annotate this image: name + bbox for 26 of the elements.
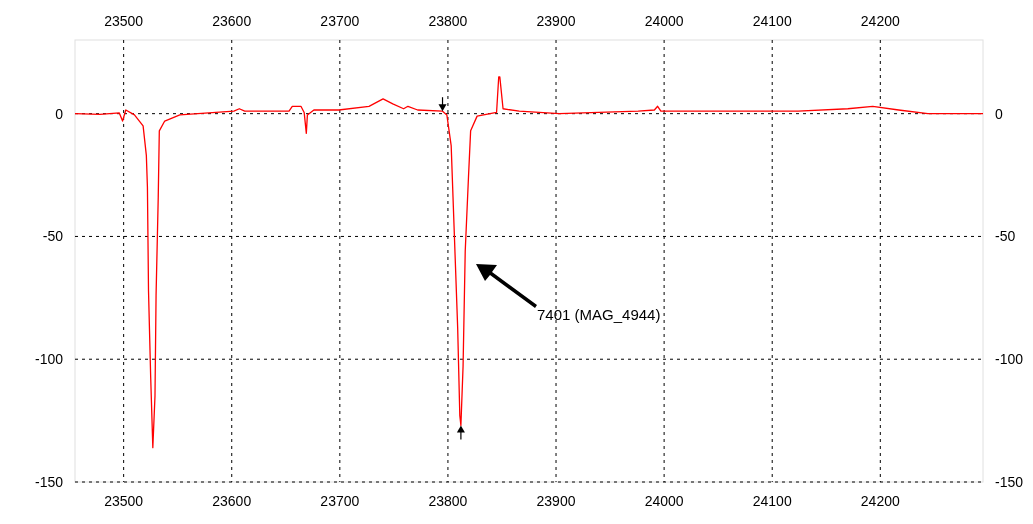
x-tick-label: 23700 bbox=[320, 13, 360, 29]
x2-tick-label: 23700 bbox=[320, 493, 360, 509]
x2-tick-label: 23600 bbox=[212, 493, 252, 509]
x2-tick-label: 24000 bbox=[644, 493, 684, 509]
y2-tick-label: -150 bbox=[995, 473, 1024, 490]
y2-tick-label: -50 bbox=[995, 228, 1016, 245]
x-tick-label: 24200 bbox=[860, 13, 900, 29]
y-tick-label: 0 bbox=[55, 105, 64, 122]
x2-tick-label: 23500 bbox=[104, 493, 144, 509]
x2-tick-label: 24100 bbox=[752, 493, 792, 509]
x2-tick-label: 23900 bbox=[536, 493, 576, 509]
x-tick-label: 23800 bbox=[428, 13, 468, 29]
y2-tick-label: -100 bbox=[995, 351, 1024, 368]
y-tick-label: -100 bbox=[34, 351, 64, 368]
x-tick-label: 23900 bbox=[536, 13, 576, 29]
y-tick-label: -150 bbox=[34, 473, 64, 490]
x2-tick-label: 23800 bbox=[428, 493, 468, 509]
y-tick-label: -50 bbox=[42, 228, 64, 245]
x2-tick-label: 24200 bbox=[860, 493, 900, 509]
y2-tick-label: 0 bbox=[995, 105, 1003, 122]
x-tick-label: 23500 bbox=[104, 13, 144, 29]
line-series bbox=[74, 76, 984, 449]
x-tick-label: 23600 bbox=[212, 13, 252, 29]
x-tick-label: 24000 bbox=[644, 13, 684, 29]
annotation: 7401 (MAG_4944) bbox=[537, 306, 661, 323]
x-tick-label: 24100 bbox=[752, 13, 792, 29]
